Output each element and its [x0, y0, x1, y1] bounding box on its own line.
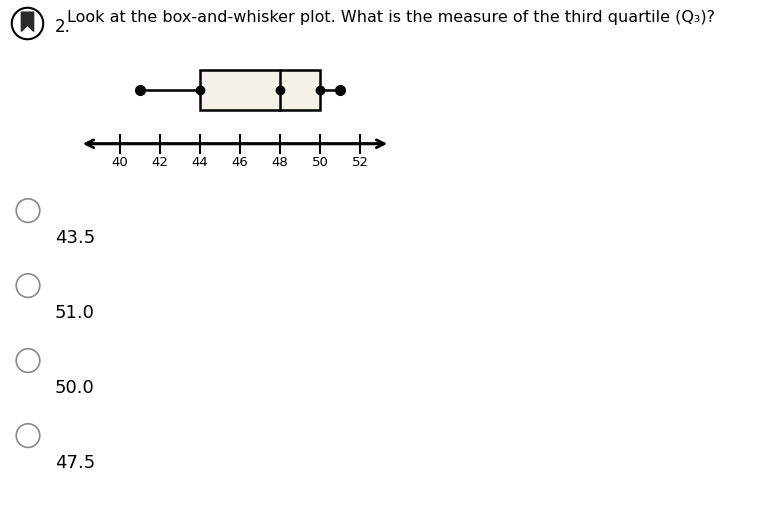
- Text: 43.5: 43.5: [55, 229, 95, 247]
- Bar: [200, 70, 320, 110]
- Text: 46: 46: [232, 156, 249, 169]
- Text: 44: 44: [191, 156, 208, 169]
- Text: 48: 48: [272, 156, 289, 169]
- Text: 40: 40: [112, 156, 128, 169]
- Text: 52: 52: [351, 156, 368, 169]
- Text: 47.5: 47.5: [55, 454, 95, 472]
- Text: 51.0: 51.0: [55, 304, 95, 322]
- Text: 42: 42: [151, 156, 168, 169]
- Polygon shape: [22, 12, 34, 32]
- Text: 50.0: 50.0: [55, 379, 95, 397]
- Text: 50: 50: [312, 156, 328, 169]
- Text: Look at the box-and-whisker plot. What is the measure of the third quartile (Q₃): Look at the box-and-whisker plot. What i…: [67, 10, 715, 25]
- Text: 2.: 2.: [55, 18, 71, 36]
